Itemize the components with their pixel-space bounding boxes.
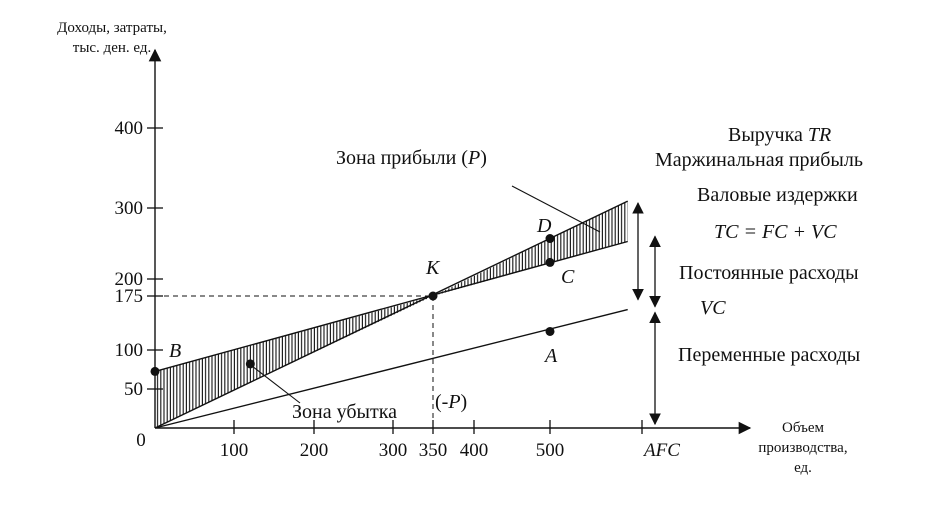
loss-minus-p-label: (-P) [435,391,467,413]
x-axis-title-line3: ед. [794,460,812,476]
y-tick-label: 300 [115,198,144,219]
x-axis-title-line2: производства, [758,440,847,456]
x-ticks: 100 200 300 350 400 500 [220,420,643,461]
profit-zone-leader [511,185,601,233]
point-k-marker [428,291,438,301]
point-d-label: D [536,215,552,237]
point-b-label: B [169,340,181,362]
x-tick-label: 350 [419,440,448,461]
point-b-marker [150,366,160,376]
variable-costs-label: Переменные расходы [678,344,860,366]
y-tick-label: 50 [124,379,143,400]
vc-label: VC [700,297,726,319]
y-tick-label: 200 [115,269,144,290]
x-tick-label: 100 [220,440,249,461]
point-c-marker [545,257,555,267]
y-tick-label: 400 [115,118,144,139]
loss-zone-label: Зона убытка [292,401,397,423]
fixed-costs-label: Постоянные расходы [679,262,859,284]
point-k-label: K [425,257,441,279]
loss-zone-leader [251,365,301,404]
y-axis-title-line2: тыс. ден. ед. [73,40,151,56]
y-tick-label: 100 [115,340,144,361]
profit-zone-label: Зона прибыли (P) [336,147,487,169]
tc-formula-label: TC = FC + VC [714,221,837,243]
x-axis-title-line1: Объем [782,420,825,436]
x-tick-label: 500 [536,440,565,461]
origin-label: 0 [136,430,146,451]
x-tick-label: 200 [300,440,329,461]
point-d-marker [545,234,555,244]
tr-line [154,200,629,429]
point-a-marker [545,326,555,336]
y-tick-label: 175 [115,286,144,307]
revenue-label: Выручка TR [728,124,831,146]
x-tick-label: 300 [379,440,408,461]
x-tick-afc-label: AFC [642,440,680,461]
y-axis-title-line1: Доходы, затраты, [57,20,167,36]
point-a-label: A [543,345,558,367]
x-tick-label: 400 [460,440,489,461]
marginal-profit-label: Маржинальная прибыль [655,149,863,171]
gross-costs-label: Валовые издержки [697,184,858,206]
loss-zone-marker [245,359,255,369]
point-c-label: C [561,266,575,288]
